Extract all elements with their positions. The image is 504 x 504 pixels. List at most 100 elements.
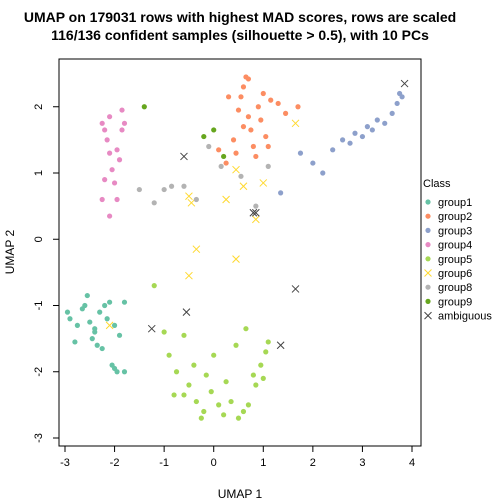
point-group1 [99, 345, 105, 352]
point-group5 [265, 339, 271, 345]
y-tick-label: 0 [33, 236, 45, 242]
point-group4 [104, 137, 110, 143]
point-group6 [232, 255, 240, 263]
point-group1 [104, 316, 110, 322]
legend-entry-group9: group9 [438, 296, 472, 308]
series-group2 [216, 74, 301, 166]
point-group1 [84, 292, 90, 299]
point-group5 [203, 372, 209, 378]
point-group5 [258, 362, 264, 368]
point-group1 [87, 319, 93, 325]
point-group2 [245, 76, 252, 82]
series-group6 [105, 119, 300, 330]
point-group6 [259, 179, 268, 187]
point-group5 [201, 408, 207, 415]
point-group4 [107, 150, 113, 156]
point-ambiguous [180, 152, 188, 161]
x-tick-label: 1 [260, 457, 266, 469]
point-group5 [263, 349, 269, 355]
legend-marker-group8 [425, 284, 431, 290]
point-group1 [116, 332, 123, 338]
point-group1 [89, 336, 95, 342]
y-axis-label: UMAP 2 [3, 229, 17, 274]
point-group5 [223, 379, 229, 385]
point-group2 [225, 94, 232, 100]
legend-marker-ambiguous [424, 311, 432, 320]
point-group2 [275, 100, 281, 107]
point-group4 [99, 196, 105, 203]
point-group2 [240, 84, 247, 90]
point-group8 [161, 186, 167, 193]
point-group6 [185, 192, 193, 201]
point-group6 [291, 119, 300, 128]
point-group5 [228, 398, 234, 405]
point-group3 [399, 94, 405, 100]
point-group3 [359, 133, 366, 140]
point-group5 [198, 415, 204, 421]
point-group8 [193, 196, 199, 203]
point-group2 [245, 114, 252, 120]
point-group5 [186, 382, 192, 388]
point-group3 [364, 124, 370, 130]
point-group5 [161, 329, 167, 335]
point-group2 [255, 104, 261, 110]
point-group3 [340, 137, 346, 143]
point-group8 [265, 163, 271, 169]
point-group4 [107, 213, 113, 219]
legend-entry-group4: group4 [438, 240, 472, 252]
x-tick-label: 2 [310, 457, 316, 469]
point-group8 [253, 203, 259, 209]
legend-title: Class [423, 178, 451, 190]
point-group4 [109, 167, 115, 173]
point-group1 [97, 309, 103, 315]
point-group2 [268, 97, 274, 103]
point-group3 [374, 117, 380, 123]
point-group3 [320, 170, 326, 176]
point-group2 [238, 94, 244, 100]
x-tick-label: 4 [409, 457, 415, 469]
point-group5 [235, 415, 242, 421]
legend-marker-group6 [424, 269, 432, 277]
point-group1 [64, 309, 71, 315]
point-group9 [211, 127, 217, 133]
x-tick-label: -3 [60, 457, 70, 469]
point-group2 [263, 133, 269, 140]
legend-marker-group4 [425, 242, 431, 248]
point-group4 [102, 127, 108, 133]
point-group4 [102, 177, 108, 183]
point-group2 [260, 90, 266, 97]
x-tick-label: 3 [359, 457, 365, 469]
series-group3 [278, 90, 405, 196]
point-group2 [265, 143, 271, 150]
point-group5 [166, 352, 172, 358]
point-group2 [216, 147, 222, 153]
point-group3 [297, 150, 304, 156]
point-group6 [239, 182, 248, 191]
point-group3 [310, 160, 316, 166]
point-group2 [253, 153, 259, 160]
point-ambiguous [400, 79, 409, 88]
point-group8 [136, 186, 142, 193]
x-axis: -3 -2 -1 0 1 2 3 4 [60, 445, 415, 469]
point-group2 [230, 137, 237, 143]
point-ambiguous [182, 308, 191, 316]
point-group4 [119, 107, 125, 113]
point-group3 [369, 127, 375, 133]
series-group1 [64, 292, 128, 375]
point-group2 [250, 143, 256, 150]
point-group6 [105, 321, 114, 330]
point-group5 [250, 372, 256, 378]
y-tick-label: 2 [33, 104, 45, 110]
point-group5 [216, 402, 222, 408]
point-group4 [99, 120, 105, 126]
legend-entry-group6: group6 [438, 268, 472, 280]
point-group5 [233, 342, 239, 348]
point-group2 [258, 117, 264, 123]
legend-entry-group5: group5 [438, 254, 472, 266]
point-group1 [79, 306, 85, 312]
point-group6 [222, 195, 230, 204]
point-ambiguous [276, 341, 285, 350]
point-group5 [240, 408, 247, 415]
point-group8 [206, 143, 212, 150]
point-group1 [102, 302, 108, 309]
